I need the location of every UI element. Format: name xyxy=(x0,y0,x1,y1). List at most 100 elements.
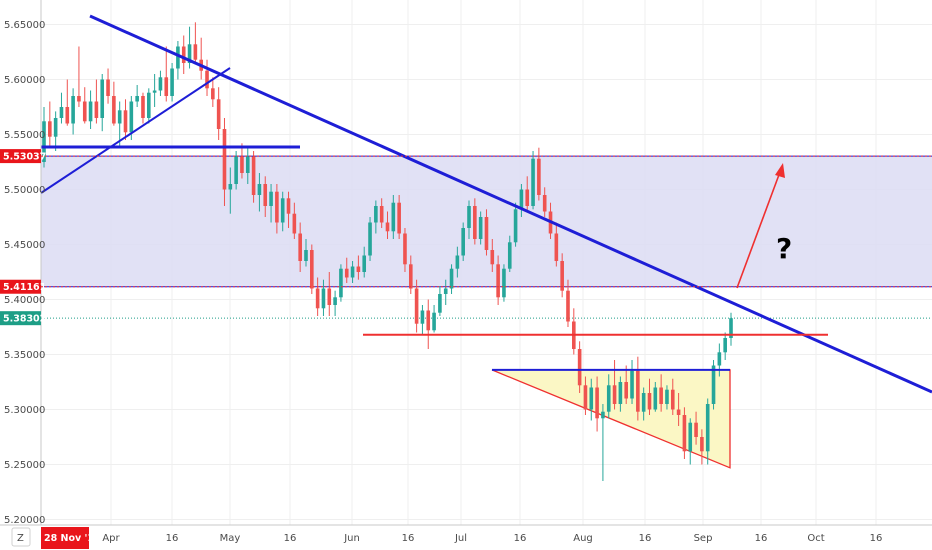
candle-body[interactable] xyxy=(554,233,559,262)
candle-body[interactable] xyxy=(624,382,629,399)
candle-body[interactable] xyxy=(310,250,314,289)
candle-body[interactable] xyxy=(176,46,180,69)
candle-body[interactable] xyxy=(292,213,297,234)
candle-body[interactable] xyxy=(135,96,139,102)
descending-trendline[interactable] xyxy=(89,14,932,394)
candle-body[interactable] xyxy=(286,198,291,214)
candle-body[interactable] xyxy=(420,310,425,324)
candle-body[interactable] xyxy=(164,77,169,96)
candle-body[interactable] xyxy=(117,110,122,124)
candle-body[interactable] xyxy=(461,228,465,256)
candle-body[interactable] xyxy=(537,158,541,195)
candle-body[interactable] xyxy=(181,46,186,64)
candle-body[interactable] xyxy=(245,156,250,174)
candle-body[interactable] xyxy=(443,288,448,295)
candle-body[interactable] xyxy=(112,96,116,124)
candle-body[interactable] xyxy=(298,233,302,262)
candle-body[interactable] xyxy=(653,387,658,410)
candle-body[interactable] xyxy=(612,385,617,404)
candle-body[interactable] xyxy=(601,411,605,419)
candle-body[interactable] xyxy=(146,92,151,118)
candle-body[interactable] xyxy=(542,195,547,212)
candle-body[interactable] xyxy=(94,101,99,119)
candle-body[interactable] xyxy=(397,202,401,234)
candle-body[interactable] xyxy=(595,387,599,419)
candle-body[interactable] xyxy=(158,77,163,91)
candle-body[interactable] xyxy=(502,268,506,298)
timezone-button-box[interactable] xyxy=(11,527,31,547)
candle-body[interactable] xyxy=(647,393,652,410)
candle-body[interactable] xyxy=(356,266,361,273)
rising-trendline[interactable] xyxy=(40,67,231,194)
candle-body[interactable] xyxy=(129,101,134,133)
candle-body[interactable] xyxy=(478,217,483,239)
candle-body[interactable] xyxy=(589,387,594,410)
candle-body[interactable] xyxy=(711,365,716,405)
candle-body[interactable] xyxy=(473,206,477,239)
candle-body[interactable] xyxy=(583,385,588,410)
timezone-button[interactable]: Z xyxy=(11,527,31,547)
candle-body[interactable] xyxy=(426,310,431,331)
candle-body[interactable] xyxy=(228,184,233,190)
candle-body[interactable] xyxy=(240,156,244,174)
candle-body[interactable] xyxy=(682,415,687,452)
candle-body[interactable] xyxy=(333,297,337,305)
candle-body[interactable] xyxy=(280,198,285,223)
candle-body[interactable] xyxy=(106,79,110,97)
candle-body[interactable] xyxy=(566,290,570,322)
candle-body[interactable] xyxy=(618,382,623,404)
candle-body[interactable] xyxy=(263,184,268,206)
candle-body[interactable] xyxy=(257,184,262,195)
candle-body[interactable] xyxy=(368,222,372,256)
candle-body[interactable] xyxy=(438,294,442,313)
candle-body[interactable] xyxy=(641,393,646,412)
candle-body[interactable] xyxy=(339,268,343,298)
candle-body[interactable] xyxy=(665,389,669,404)
candle-body[interactable] xyxy=(141,96,145,118)
candle-body[interactable] xyxy=(327,288,332,306)
candle-body[interactable] xyxy=(100,79,105,119)
candle-body[interactable] xyxy=(531,158,535,206)
candle-body[interactable] xyxy=(152,90,157,93)
candle-body[interactable] xyxy=(374,206,378,223)
candle-body[interactable] xyxy=(275,191,279,223)
candle-body[interactable] xyxy=(694,422,698,437)
candle-body[interactable] xyxy=(636,371,640,412)
candle-body[interactable] xyxy=(519,189,524,210)
candle-body[interactable] xyxy=(455,255,460,269)
candle-body[interactable] xyxy=(304,250,308,261)
candle-body[interactable] xyxy=(432,312,436,331)
candle-body[interactable] xyxy=(688,422,693,452)
candle-body[interactable] xyxy=(513,209,518,243)
candle-body[interactable] xyxy=(676,409,681,416)
candle-body[interactable] xyxy=(560,261,564,291)
candle-body[interactable] xyxy=(484,217,489,250)
candle-body[interactable] xyxy=(211,88,215,100)
candle-body[interactable] xyxy=(717,352,722,366)
candle-body[interactable] xyxy=(362,255,367,273)
candle-body[interactable] xyxy=(729,318,733,338)
candle-body[interactable] xyxy=(705,404,710,452)
candle-body[interactable] xyxy=(88,101,93,122)
candle-body[interactable] xyxy=(251,156,256,196)
candle-body[interactable] xyxy=(321,288,326,309)
candle-body[interactable] xyxy=(59,107,64,118)
candle-body[interactable] xyxy=(659,387,663,405)
candle-body[interactable] xyxy=(525,189,530,207)
candle-body[interactable] xyxy=(234,156,238,185)
candle-body[interactable] xyxy=(82,101,87,122)
candle-body[interactable] xyxy=(507,242,512,269)
candle-body[interactable] xyxy=(496,264,500,298)
candle-body[interactable] xyxy=(53,118,58,137)
candle-body[interactable] xyxy=(193,44,198,60)
candle-body[interactable] xyxy=(700,437,704,452)
candle-body[interactable] xyxy=(490,250,495,265)
candle-body[interactable] xyxy=(606,385,611,412)
candle-body[interactable] xyxy=(42,121,46,162)
candle-body[interactable] xyxy=(123,110,128,133)
candle-body[interactable] xyxy=(577,349,582,386)
candle-body[interactable] xyxy=(48,121,52,137)
candle-body[interactable] xyxy=(403,233,407,265)
candle-body[interactable] xyxy=(71,96,75,124)
